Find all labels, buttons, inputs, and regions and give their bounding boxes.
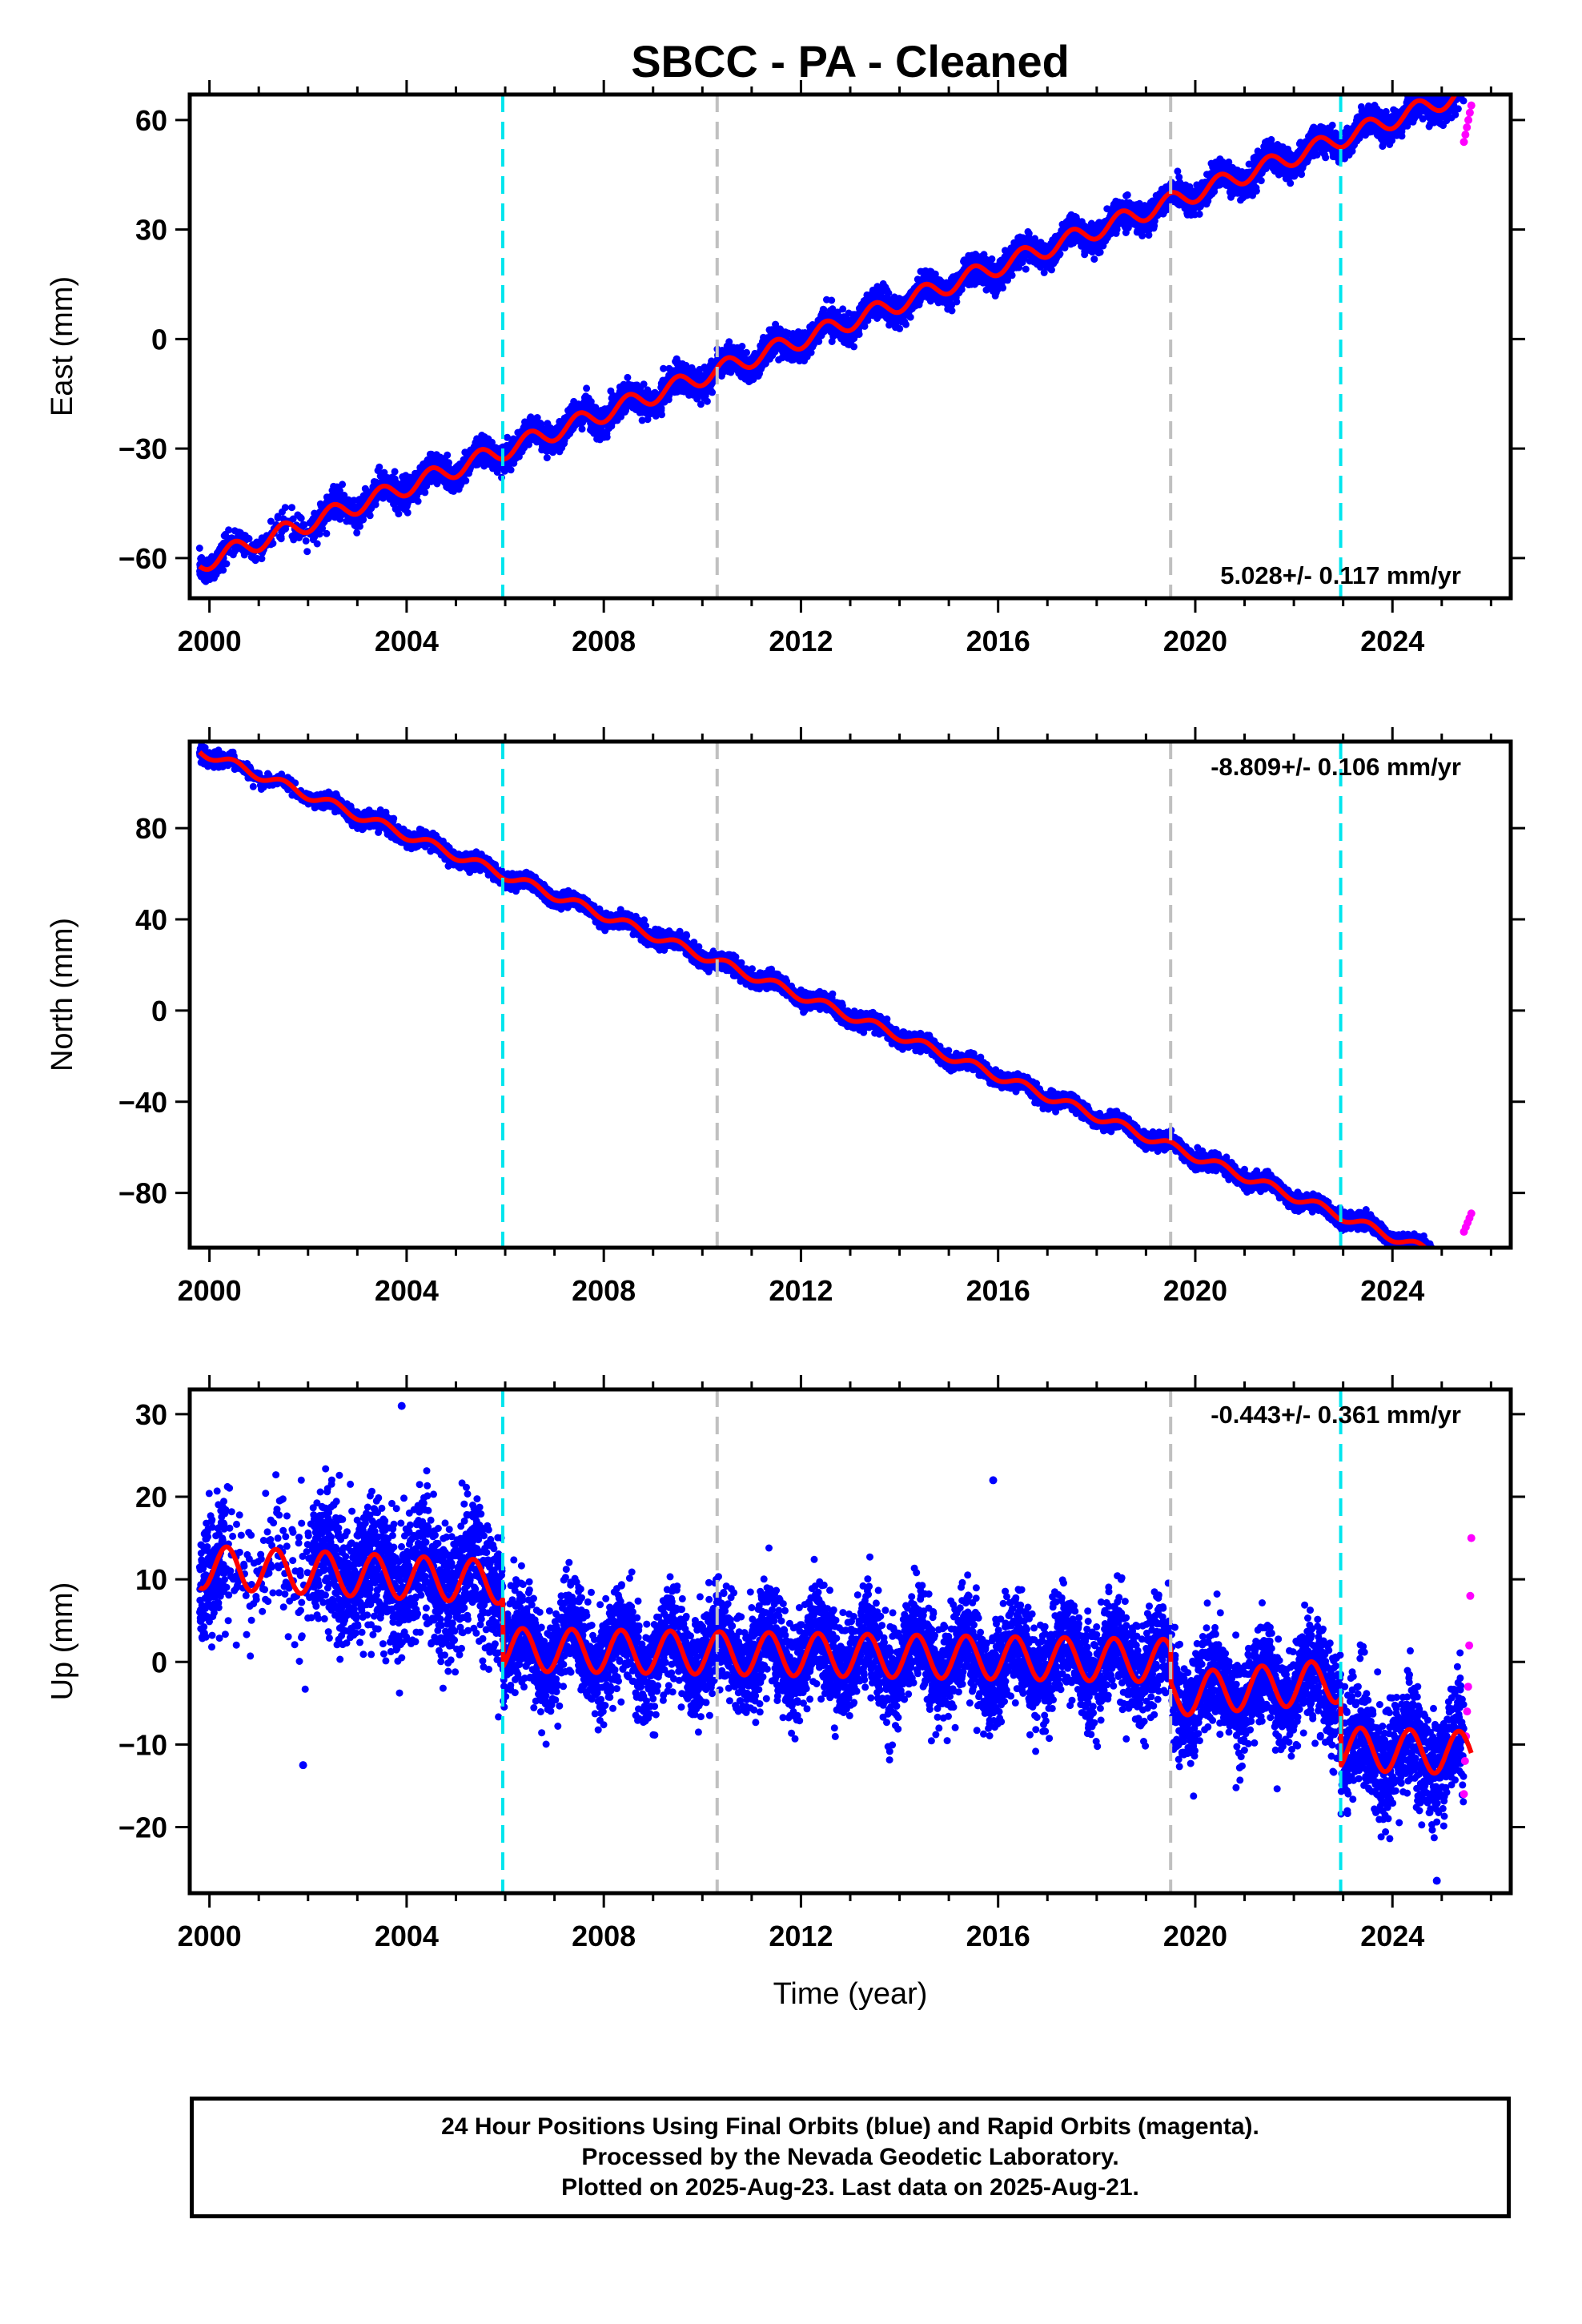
final-orbit-point [906, 313, 914, 321]
final-orbit-point [269, 540, 277, 548]
final-orbit-point [219, 566, 227, 574]
final-orbit-point [371, 501, 379, 509]
final-orbit-point [743, 348, 750, 356]
final-orbit-point [274, 513, 282, 521]
chart-title: SBCC - PA - Cleaned [631, 36, 1070, 86]
final-orbit-point [839, 305, 847, 313]
final-orbit-point [709, 388, 717, 396]
final-orbit-point [350, 497, 358, 505]
final-orbit-point [353, 529, 361, 537]
final-orbit-point [462, 476, 470, 485]
final-orbit-point [855, 331, 863, 338]
final-orbit-point [697, 400, 705, 408]
final-orbit-point [315, 530, 323, 538]
final-orbit-point [195, 545, 203, 552]
final-orbit-point [303, 548, 311, 556]
final-orbit-point [340, 492, 348, 499]
final-orbit-point [277, 535, 285, 543]
final-orbit-point [504, 433, 512, 441]
final-orbit-point [658, 411, 665, 419]
final-orbit-point [850, 343, 858, 351]
final-orbit-point [902, 320, 909, 328]
final-orbit-point [225, 526, 233, 534]
final-orbit-point [885, 289, 893, 297]
final-orbit-point [313, 540, 321, 548]
final-orbit-point [507, 466, 515, 474]
final-orbit-point [828, 296, 836, 304]
plot-area [195, 94, 1476, 598]
final-orbit-point [583, 384, 591, 392]
final-orbit-point [603, 433, 611, 441]
final-orbit-point [258, 555, 266, 563]
final-orbit-point [738, 343, 746, 350]
final-orbit-point [288, 504, 295, 512]
final-orbit-point [703, 397, 711, 405]
final-orbit-point [404, 509, 412, 517]
final-orbit-point [245, 535, 253, 543]
final-orbit-point [657, 404, 665, 412]
final-orbit-point [624, 373, 632, 381]
final-orbit-point [267, 517, 275, 525]
final-orbit-point [414, 497, 422, 505]
final-orbit-point [300, 521, 308, 529]
final-orbit-point [356, 522, 363, 530]
final-orbit-point [421, 489, 429, 497]
final-orbit-point [297, 514, 305, 522]
final-orbit-point [302, 537, 310, 545]
final-orbit-points [195, 94, 1468, 585]
final-orbit-point [391, 468, 399, 476]
final-orbit-point [578, 425, 586, 433]
final-orbit-point [335, 487, 343, 495]
final-orbit-point [444, 451, 452, 459]
final-orbit-point [339, 480, 347, 489]
final-orbit-point [375, 463, 383, 471]
final-orbit-point [223, 560, 231, 568]
final-orbit-point [281, 504, 289, 512]
final-orbit-point [359, 516, 367, 524]
final-orbit-point [344, 496, 352, 504]
final-orbit-point [395, 510, 403, 518]
final-orbit-point [366, 512, 374, 520]
final-orbit-point [896, 324, 904, 332]
final-orbit-point [323, 529, 331, 537]
final-orbit-point [543, 454, 551, 462]
